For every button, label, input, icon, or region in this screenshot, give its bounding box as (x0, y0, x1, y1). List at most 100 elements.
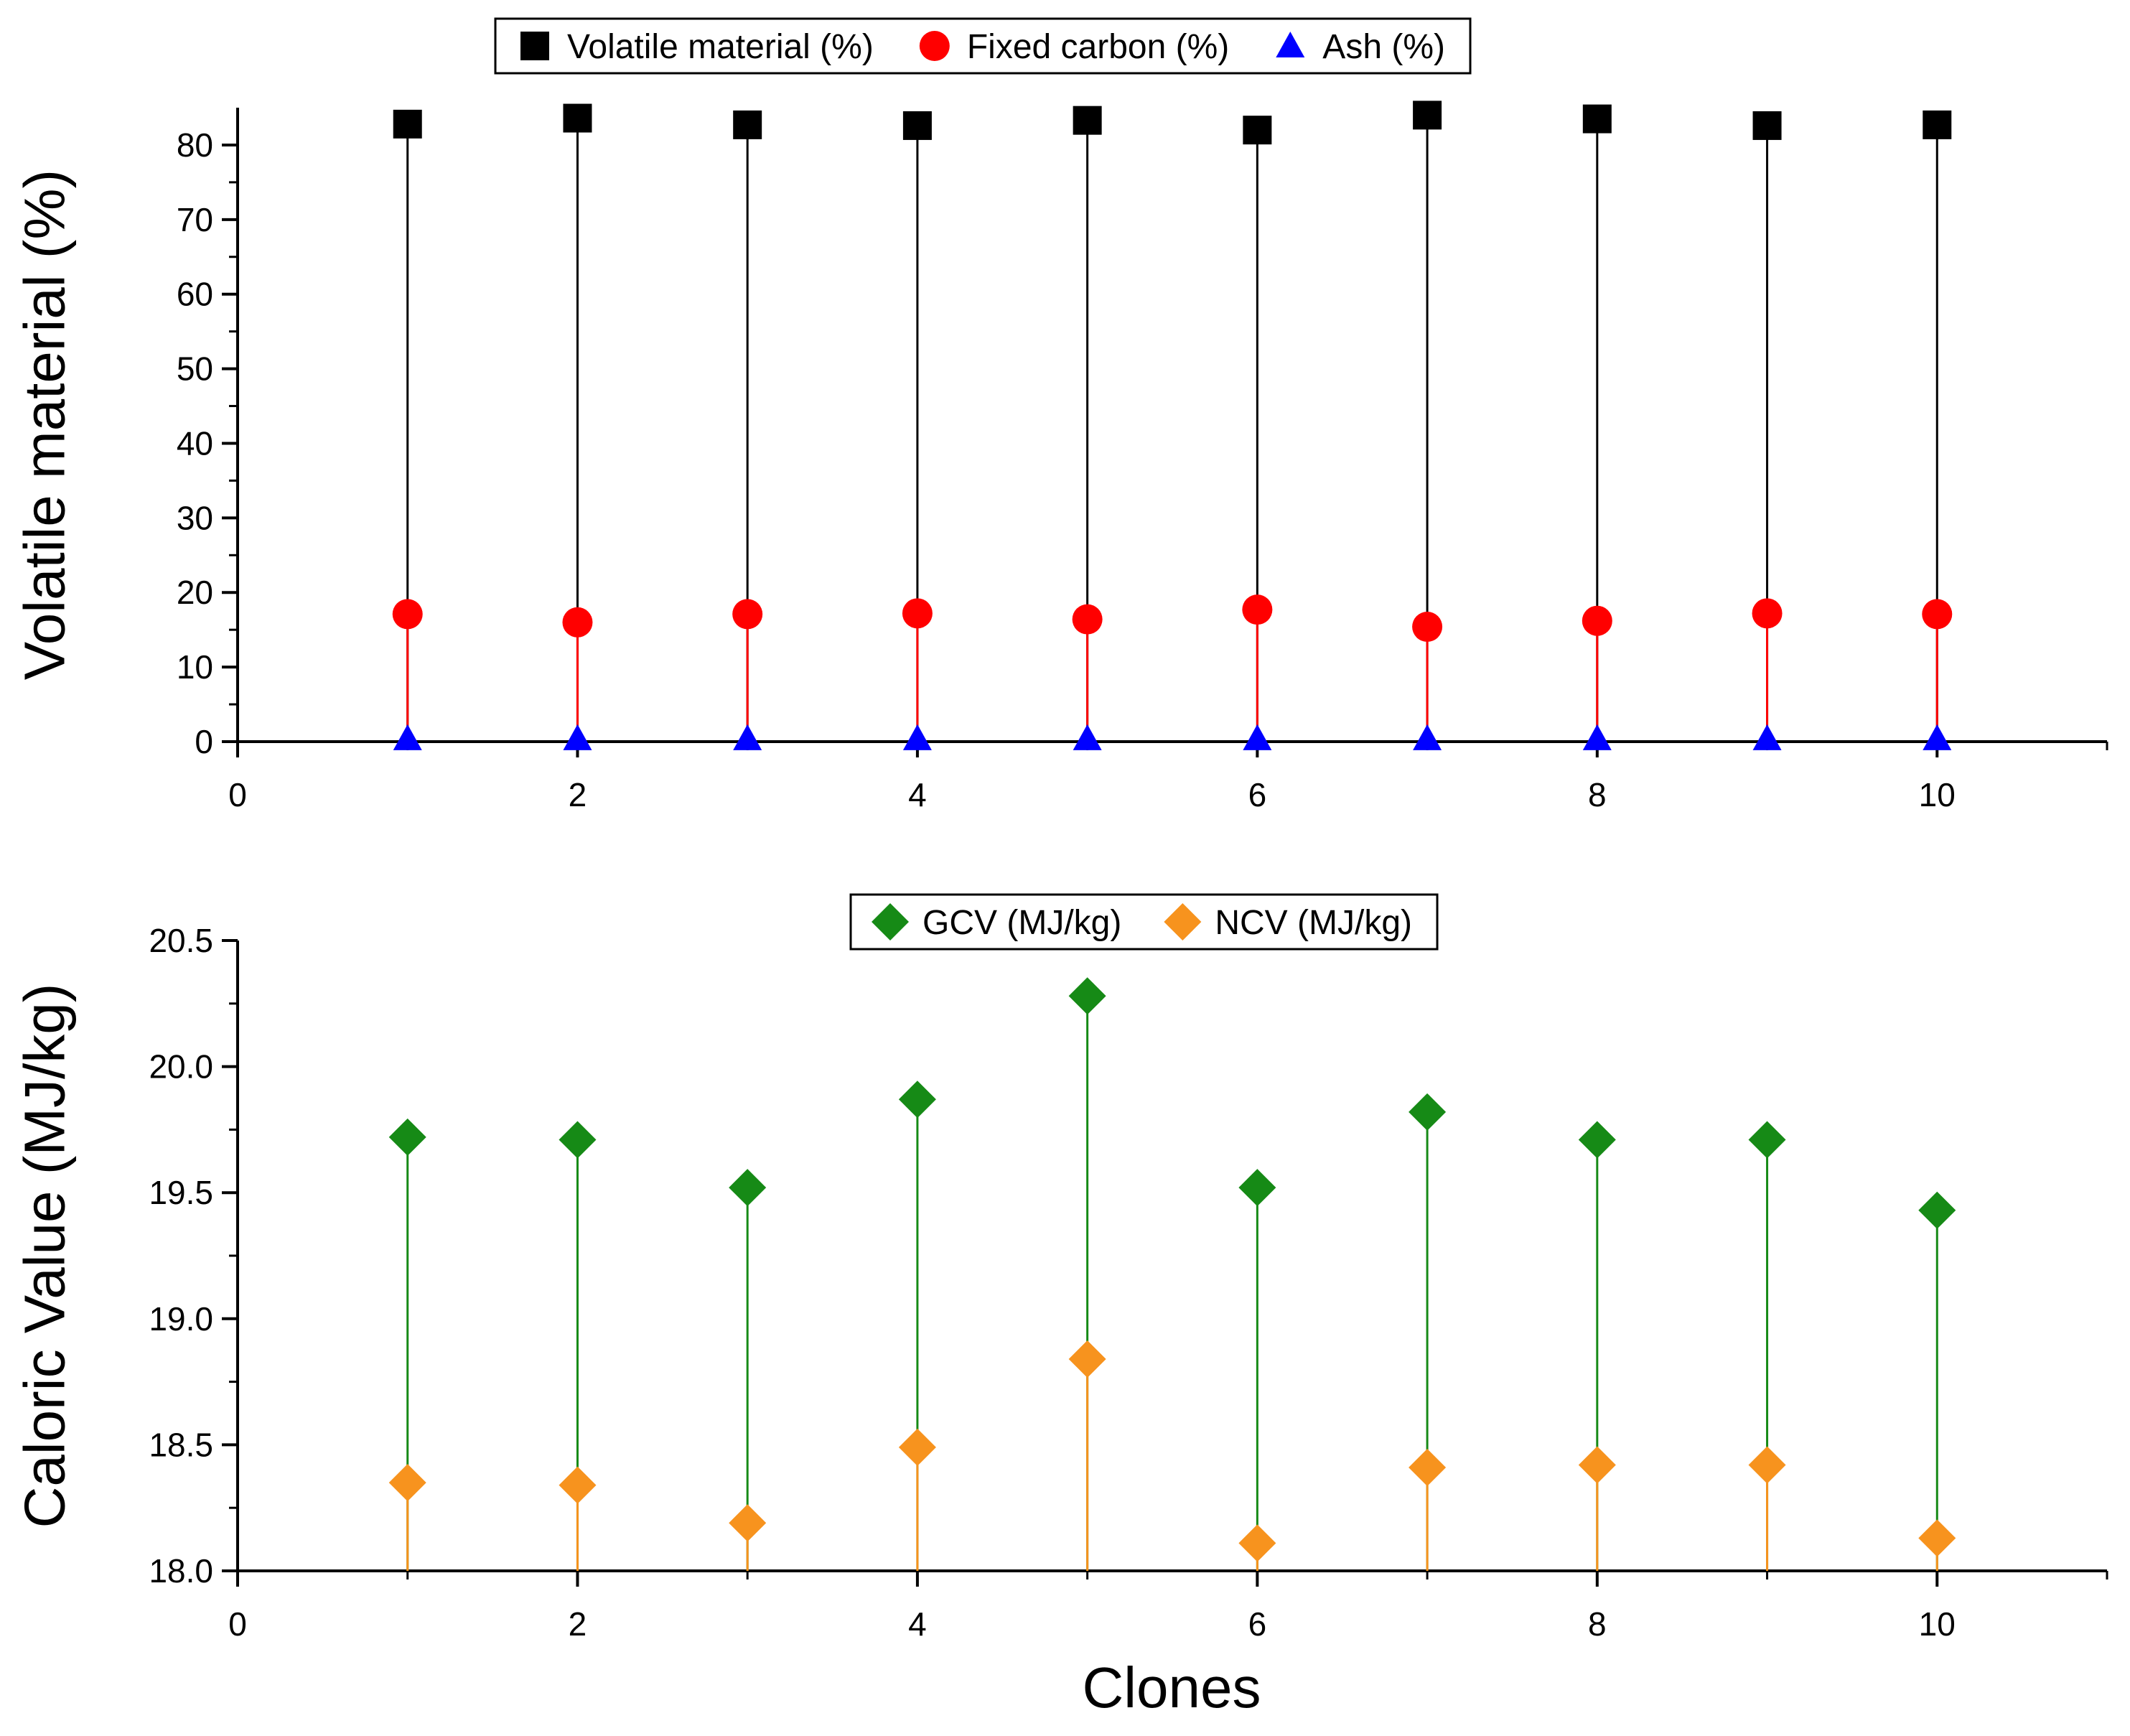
chart1-y-tick-label: 10 (177, 648, 213, 686)
chart1-volatile-material-point (563, 103, 592, 133)
caloric-value-chart: 0 2 4 6 8 10 18.0 18.5 19.0 19.5 20.0 20.5 Caloric V… (13, 893, 2108, 1719)
chart2-ncv-mj-kg-point (1068, 1340, 1106, 1378)
chart2-gcv-mj-kg-point (559, 1121, 597, 1159)
chart1-fixed-carbon-point (1922, 599, 1953, 630)
chart2-y-tick-label: 20.0 (149, 1048, 213, 1086)
chart1-volatile-material-point (1582, 104, 1612, 134)
chart1-x-tick-label: 6 (1248, 776, 1267, 813)
chart2-legend-gcv-mj-kg-symbol (872, 903, 909, 941)
chart1-ash-point (1413, 724, 1442, 750)
composition-chart: 0 2 4 6 8 10 0 10 20 30 40 50 60 70 80 Volatile materia… (13, 17, 2108, 813)
chart1-volatile-material-point (1243, 116, 1272, 145)
chart2-legend-gcv-mj-kg-label: GCV (MJ/kg) (922, 904, 1121, 942)
chart2-legend-ncv-mj-kg-label: NCV (MJ/kg) (1215, 904, 1412, 942)
chart2-gcv-mj-kg-point (729, 1169, 767, 1207)
chart2-gcv-mj-kg-point (898, 1081, 936, 1119)
chart2-gcv-mj-kg-point (1409, 1093, 1447, 1131)
chart2-ncv-mj-kg-point (1748, 1446, 1786, 1484)
chart1-ash-point (1923, 724, 1952, 750)
chart1-ash-point (563, 724, 592, 750)
chart1-volatile-material-point (1413, 101, 1442, 130)
chart1-legend-volatile-material-symbol (520, 32, 549, 60)
chart2-ncv-mj-kg-point (1918, 1519, 1956, 1557)
chart2-ncv-mj-kg-point (388, 1464, 426, 1502)
chart2-x-tick-label: 0 (228, 1605, 247, 1643)
chart1-ash-point (393, 724, 422, 750)
chart1-y-tick-label: 0 (195, 723, 213, 760)
chart2-gcv-mj-kg-point (1578, 1121, 1616, 1159)
chart2-legend-box (849, 893, 1439, 951)
chart1-y-tick-label: 40 (177, 424, 213, 462)
chart1-y-tick-label: 70 (177, 201, 213, 238)
chart1-legend-volatile-material-label: Volatile material (%) (567, 28, 874, 66)
chart1-fixed-carbon-point (1412, 612, 1443, 643)
chart1-y-tick-label: 50 (177, 350, 213, 388)
chart1-ash-point (902, 724, 932, 750)
chart1-fixed-carbon-point (562, 607, 593, 638)
chart1-volatile-material-point (1073, 106, 1102, 135)
chart1-fixed-carbon-point (1242, 594, 1273, 625)
chart2-y-tick-label: 20.5 (149, 922, 213, 959)
chart2-y-axis-title: Caloric Value (MJ/kg) (13, 984, 77, 1529)
chart1-fixed-carbon-point (1582, 605, 1612, 636)
chart2-x-tick-label: 4 (908, 1605, 927, 1643)
chart1-legend: Volatile material (%) Fixed carbon (%) Ash… (494, 17, 1472, 75)
chart1-volatile-material-point (393, 109, 422, 139)
chart2-gcv-mj-kg-point (1748, 1121, 1786, 1159)
chart1-y-tick-label: 20 (177, 574, 213, 611)
chart1-fixed-carbon-point (1072, 604, 1103, 635)
chart1-series-volatile-material (393, 101, 1952, 742)
chart2-x-tick-label: 6 (1248, 1605, 1267, 1643)
chart1-volatile-material-point (1752, 111, 1782, 140)
chart1-ash-point (1582, 724, 1612, 750)
chart1-legend-ash-symbol (1276, 32, 1305, 57)
chart2-x-tick-label: 2 (569, 1605, 587, 1643)
chart1-volatile-material-point (1923, 110, 1952, 139)
chart1-x-tick-label: 10 (1919, 776, 1956, 813)
chart2-x-tick-label: 8 (1588, 1605, 1607, 1643)
chart1-fixed-carbon-point (392, 599, 423, 630)
chart1-ash-point (733, 724, 762, 750)
chart2-ncv-mj-kg-point (1409, 1449, 1447, 1487)
chart1-fixed-carbon-point (732, 599, 763, 630)
chart2-gcv-mj-kg-point (388, 1118, 426, 1156)
chart1-legend-fixed-carbon-symbol (919, 31, 950, 61)
chart1-volatile-material-point (733, 110, 762, 139)
chart2-ncv-mj-kg-point (1578, 1446, 1616, 1484)
chart1-fixed-carbon-point (1752, 598, 1783, 629)
chart2-legend: GCV (MJ/kg) NCV (MJ/kg) (849, 893, 1439, 951)
chart2-y-tick-label: 19.0 (149, 1300, 213, 1338)
chart2-x-axis-title: Clones (1082, 1656, 1261, 1719)
chart2-gcv-mj-kg-point (1068, 977, 1106, 1015)
chart2-y-tick-label: 19.5 (149, 1174, 213, 1211)
chart2-y-tick-label: 18.5 (149, 1426, 213, 1463)
chart2-gcv-mj-kg-point (1918, 1191, 1956, 1229)
chart2-y-tick-label: 18.0 (149, 1552, 213, 1590)
chart2-ncv-mj-kg-point (1238, 1524, 1276, 1562)
chart2-legend-ncv-mj-kg-symbol (1164, 903, 1202, 941)
chart1-series-fixed-carbon (392, 594, 1953, 742)
chart2-series-gcv-mj-kg (388, 977, 1956, 1571)
chart1-legend-fixed-carbon-label: Fixed carbon (%) (967, 28, 1229, 66)
chart2-series-ncv-mj-kg (388, 1340, 1956, 1571)
chart1-x-tick-label: 4 (908, 776, 927, 813)
chart1-series-ash (393, 724, 1952, 750)
chart1-x-tick-label: 0 (228, 776, 247, 813)
chart2-ncv-mj-kg-point (898, 1428, 936, 1466)
chart2-gcv-mj-kg-point (1238, 1169, 1276, 1207)
chart1-x-tick-label: 2 (569, 776, 587, 813)
chart1-y-tick-label: 60 (177, 276, 213, 313)
chart1-fixed-carbon-point (902, 598, 933, 629)
chart1-volatile-material-point (902, 111, 932, 140)
chart1-y-tick-label: 30 (177, 499, 213, 536)
chart1-ash-point (1243, 724, 1272, 750)
chart2-x-tick-label: 10 (1919, 1605, 1956, 1643)
chart1-legend-box (494, 17, 1472, 75)
chart1-x-tick-label: 8 (1588, 776, 1607, 813)
chart1-legend-ash-label: Ash (%) (1322, 28, 1445, 66)
chart1-ash-point (1752, 724, 1782, 750)
chart2-ncv-mj-kg-point (729, 1504, 767, 1542)
chart1-y-tick-label: 80 (177, 126, 213, 164)
chart2-ncv-mj-kg-point (559, 1466, 597, 1504)
